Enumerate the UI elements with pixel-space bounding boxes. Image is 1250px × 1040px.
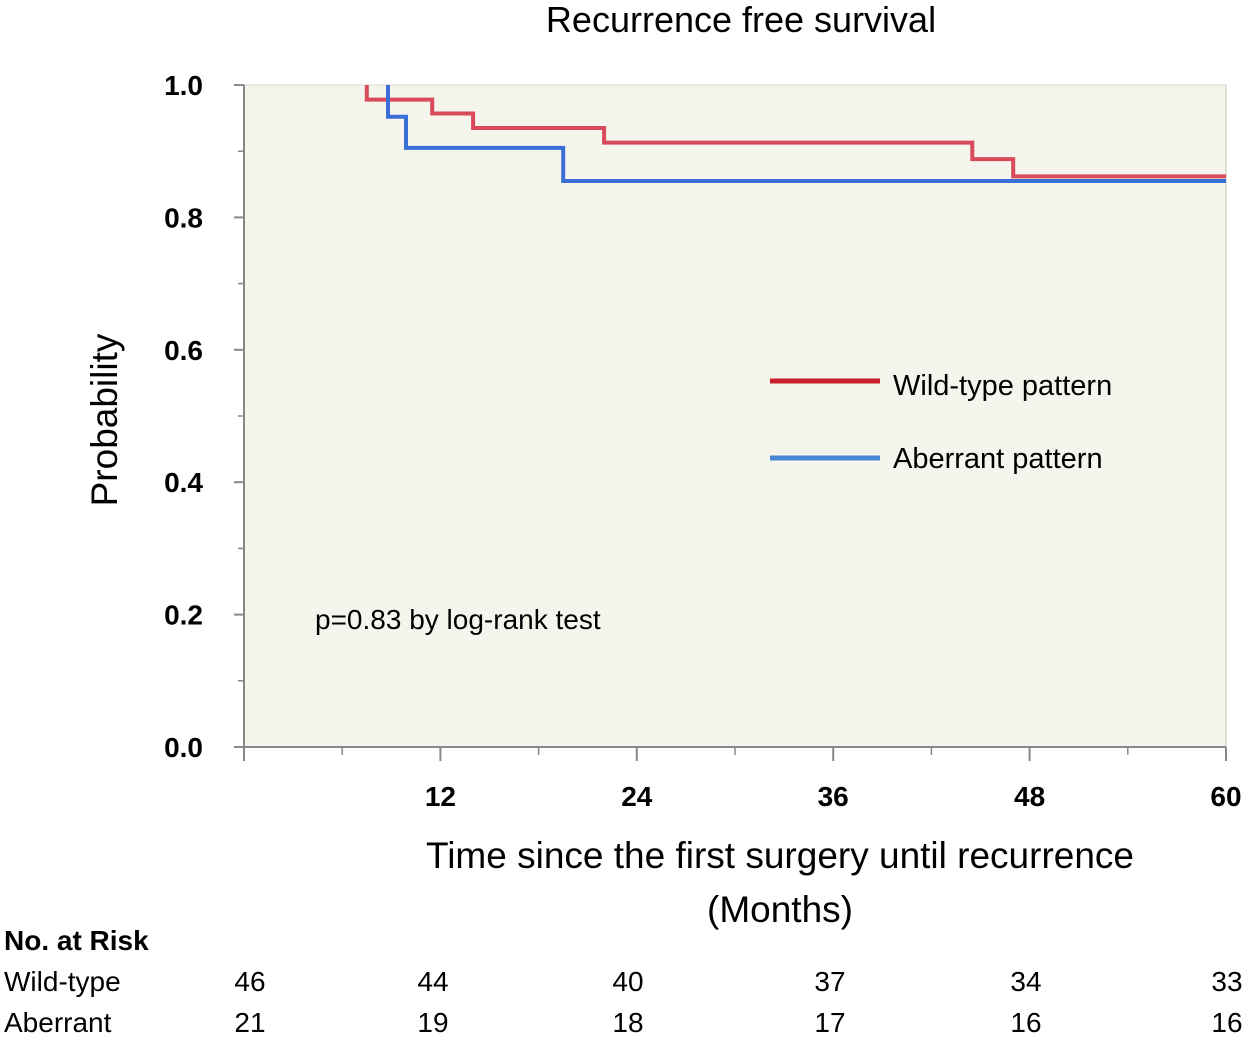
legend-label-aberrant: Aberrant pattern: [893, 443, 1103, 475]
y-tick-label: 0.8: [164, 202, 203, 233]
legend-label-wild-type: Wild-type pattern: [893, 370, 1112, 402]
y-axis-label: Probability: [84, 333, 125, 506]
risk-value: 18: [612, 1007, 644, 1038]
risk-value: 16: [1010, 1007, 1042, 1038]
x-ticks: 12 24 36 48 60: [243, 747, 1242, 812]
legend: Wild-type pattern Aberrant pattern: [770, 370, 1112, 475]
x-axis-label-line2: (Months): [707, 889, 853, 930]
risk-value: 46: [234, 966, 266, 997]
risk-value: 44: [417, 966, 449, 997]
y-tick-label: 0.6: [164, 335, 203, 366]
y-tick-label: 0.0: [164, 732, 203, 763]
x-tick-label: 60: [1210, 781, 1241, 812]
x-tick-label: 24: [621, 781, 653, 812]
pvalue-annotation: p=0.83 by log-rank test: [315, 604, 601, 635]
x-tick-label: 48: [1014, 781, 1045, 812]
y-tick-label: 1.0: [164, 70, 203, 101]
risk-row-label-aberrant: Aberrant: [4, 1007, 112, 1038]
y-tick-label: 0.4: [164, 467, 203, 498]
risk-value: 33: [1211, 966, 1243, 997]
chart: 0.0 0.2 0.4 0.6 0.8 1.0 12 24 36 48 60 Recurrence…: [84, 0, 1242, 930]
x-tick-label: 36: [818, 781, 849, 812]
x-tick-label: 12: [425, 781, 456, 812]
risk-value: 16: [1211, 1007, 1243, 1038]
chart-title: Recurrence free survival: [546, 0, 936, 40]
series-line-wild-type-pattern: [364, 85, 1226, 179]
x-axis-label-line1: Time since the first surgery until recur…: [426, 835, 1134, 876]
risk-value: 37: [814, 966, 846, 997]
y-tick-label: 0.2: [164, 600, 203, 631]
risk-value: 17: [814, 1007, 846, 1038]
risk-value: 40: [612, 966, 644, 997]
risk-row-label-wild-type: Wild-type: [4, 966, 121, 997]
risk-table-header: No. at Risk: [4, 925, 149, 956]
series-line-aberrant-pattern: [386, 85, 1226, 183]
risk-value: 21: [234, 1007, 266, 1038]
plot-background: [244, 85, 1226, 747]
risk-value: 34: [1010, 966, 1042, 997]
risk-value: 19: [417, 1007, 449, 1038]
y-ticks: 0.0 0.2 0.4 0.6 0.8 1.0: [164, 70, 244, 763]
series-lines: [364, 85, 1226, 183]
